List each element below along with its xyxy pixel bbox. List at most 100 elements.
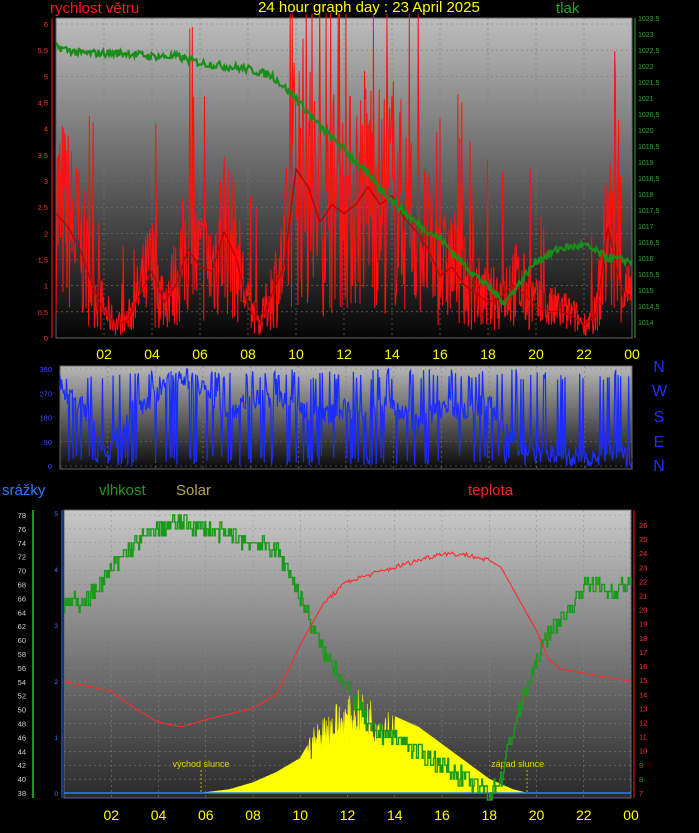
humidity-tick-label: 66: [18, 594, 26, 603]
temperature-tick-label: 10: [639, 747, 647, 756]
pressure-tick-label: 1019,5: [638, 144, 660, 151]
wind-gust-series: [55, 13, 633, 337]
humidity-tick-label: 44: [18, 747, 26, 756]
x-tick-label: 06: [192, 346, 208, 362]
x-tick-label: 02: [103, 807, 119, 823]
pressure-tick-label: 1023,5: [638, 16, 660, 23]
sunrise-label: východ slunce: [173, 759, 230, 769]
wind-tick-label: 5: [44, 72, 48, 81]
humidity-tick-label: 54: [18, 678, 26, 687]
wind-tick-label: 2,5: [38, 203, 48, 212]
wind-tick-label: 0,5: [38, 308, 48, 317]
x-tick-label: 00: [623, 807, 639, 823]
chart-title: 24 hour graph day : 23 April 2025: [258, 0, 480, 16]
x-tick-label: 06: [198, 807, 214, 823]
humidity-tick-label: 52: [18, 692, 26, 701]
direction-label-south: S: [653, 409, 665, 426]
humidity-tick-label: 74: [18, 539, 26, 548]
direction-label-east: E: [653, 434, 665, 451]
humidity-tick-label: 48: [18, 720, 26, 729]
x-tick-label: 22: [576, 346, 592, 362]
x-tick-label: 08: [245, 807, 261, 823]
wind-tick-label: 3: [44, 177, 48, 186]
x-tick-label: 16: [432, 346, 448, 362]
temperature-tick-label: 16: [639, 662, 647, 671]
x-tick-label: 20: [529, 807, 545, 823]
direction-tick-label: 90: [44, 438, 52, 447]
pressure-tick-label: 1022,5: [638, 48, 660, 55]
humidity-tick-label: 60: [18, 636, 26, 645]
pressure-tick-label: 1016: [638, 256, 654, 263]
pressure-tick-label: 1018: [638, 192, 654, 199]
pressure-tick-label: 1019: [638, 160, 654, 167]
wind-direction-series: [59, 367, 633, 469]
pressure-tick-label: 1023: [638, 32, 654, 39]
direction-tick-label: 180: [39, 414, 52, 423]
temperature-axis-label: teplota: [468, 482, 514, 499]
direction-label-north-top: N: [653, 359, 665, 376]
x-tick-label: 08: [240, 346, 256, 362]
x-tick-label: 22: [576, 807, 592, 823]
x-tick-label: 10: [292, 807, 308, 823]
temperature-tick-label: 15: [639, 676, 647, 685]
x-tick-label: 14: [387, 807, 403, 823]
temperature-tick-label: 7: [639, 789, 643, 798]
temperature-tick-label: 25: [639, 535, 647, 544]
wind-tick-label: 2: [44, 229, 48, 238]
pressure-tick-label: 1017: [638, 224, 654, 231]
pressure-series: [55, 42, 634, 306]
wind-tick-label: 6: [44, 20, 48, 29]
humidity-series: [64, 514, 632, 801]
temperature-tick-label: 19: [639, 620, 647, 629]
pressure-axis-label: tlak: [556, 0, 580, 17]
x-tick-label: 16: [434, 807, 450, 823]
direction-tick-label: 0: [48, 462, 52, 471]
x-tick-label: 14: [384, 346, 400, 362]
pressure-tick-label: 1020: [638, 128, 654, 135]
x-tick-label: 04: [151, 807, 167, 823]
temperature-tick-label: 13: [639, 704, 647, 713]
pressure-tick-label: 1018,5: [638, 176, 660, 183]
humidity-tick-label: 78: [18, 511, 26, 520]
direction-tick-label: 270: [39, 389, 52, 398]
pressure-tick-label: 1017,5: [638, 208, 660, 215]
pressure-tick-label: 1016,5: [638, 240, 660, 247]
temperature-tick-label: 20: [639, 606, 647, 615]
temperature-tick-label: 17: [639, 648, 647, 657]
humidity-tick-label: 42: [18, 761, 26, 770]
rain-tick-label: 0: [54, 791, 58, 798]
temperature-tick-label: 18: [639, 634, 647, 643]
wind-tick-label: 4,5: [38, 99, 48, 108]
humidity-tick-label: 58: [18, 650, 26, 659]
humidity-tick-label: 40: [18, 775, 26, 784]
temperature-tick-label: 14: [639, 690, 647, 699]
x-tick-label: 18: [480, 346, 496, 362]
rain-tick-label: 3: [54, 623, 58, 630]
wind-speed-axis-label: rychlost větru: [50, 0, 140, 17]
pressure-tick-label: 1021: [638, 96, 654, 103]
temperature-tick-label: 24: [639, 549, 647, 558]
x-tick-label: 12: [336, 346, 352, 362]
pressure-tick-label: 1015: [638, 288, 654, 295]
pressure-tick-label: 1015,5: [638, 272, 660, 279]
temperature-tick-label: 21: [639, 592, 647, 601]
temperature-tick-label: 12: [639, 718, 647, 727]
x-tick-label: 00: [624, 346, 640, 362]
temperature-tick-label: 11: [639, 733, 647, 742]
humidity-tick-label: 46: [18, 733, 26, 742]
direction-label-north-bottom: N: [653, 458, 665, 475]
humidity-tick-label: 56: [18, 664, 26, 673]
humidity-tick-label: 38: [18, 789, 26, 798]
humidity-tick-label: 76: [18, 525, 26, 534]
temperature-tick-label: 8: [639, 775, 643, 784]
temperature-tick-label: 26: [639, 521, 647, 530]
wind-tick-label: 5,5: [38, 46, 48, 55]
rain-tick-label: 5: [54, 511, 58, 518]
rain-tick-label: 1: [54, 735, 58, 742]
solar-axis-label: Solar: [176, 482, 212, 499]
x-tick-label: 12: [340, 807, 356, 823]
pressure-tick-label: 1020,5: [638, 112, 660, 119]
humidity-axis-label: vlhkost: [99, 482, 146, 499]
pressure-tick-label: 1021,5: [638, 80, 660, 87]
